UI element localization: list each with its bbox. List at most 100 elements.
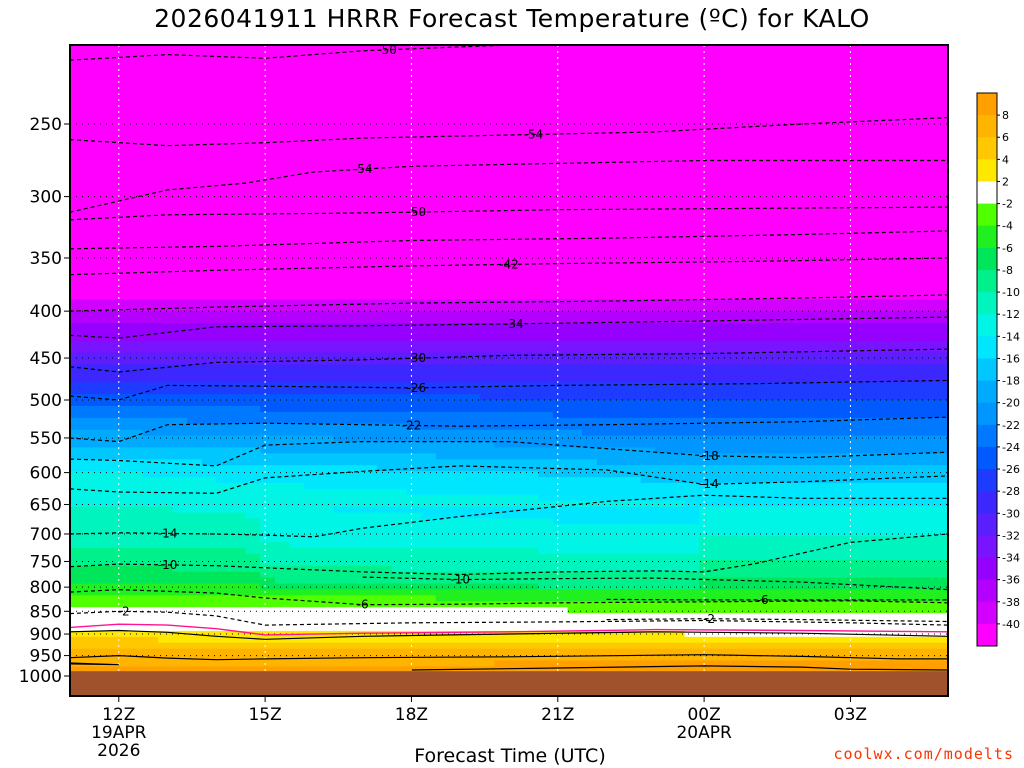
heat-cell	[391, 74, 408, 82]
heat-cell	[538, 62, 554, 70]
heat-cell	[889, 80, 905, 88]
heat-cell	[494, 121, 510, 129]
heat-cell	[201, 506, 217, 514]
heat-cell	[713, 411, 730, 419]
heat-cell	[801, 86, 817, 93]
heat-cell	[655, 346, 671, 354]
heat-cell	[640, 145, 656, 153]
heat-cell	[713, 62, 730, 70]
heat-cell	[538, 334, 554, 342]
heat-cell	[904, 518, 920, 525]
heat-cell	[260, 68, 276, 76]
heat-cell	[655, 287, 671, 295]
heat-cell	[787, 181, 803, 188]
heat-cell	[406, 240, 422, 247]
heat-cell	[845, 98, 861, 105]
heat-cell	[128, 222, 144, 230]
heat-cell	[494, 500, 510, 508]
heat-cell	[669, 222, 686, 230]
heat-cell	[230, 334, 247, 342]
heat-cell	[348, 98, 364, 105]
heat-cell	[201, 411, 217, 419]
heat-cell	[289, 488, 305, 496]
heat-cell	[157, 293, 174, 301]
heat-cell	[538, 86, 554, 93]
heat-cell	[772, 340, 788, 348]
heat-cell	[406, 258, 422, 265]
heat-cell	[567, 352, 583, 360]
heat-cell	[933, 116, 948, 123]
heat-cell	[201, 494, 217, 502]
heat-cell	[830, 234, 847, 241]
heat-cell	[304, 246, 320, 253]
heat-cell	[421, 334, 437, 342]
heat-cell	[348, 524, 364, 531]
heat-cell	[201, 252, 217, 259]
heat-cell	[728, 98, 744, 105]
heat-cell	[157, 62, 174, 70]
heat-cell	[787, 234, 803, 241]
heat-cell	[143, 364, 159, 372]
heat-cell	[830, 376, 847, 383]
heat-cell	[933, 281, 948, 289]
heat-cell	[406, 139, 422, 147]
heat-cell	[845, 80, 861, 88]
heat-cell	[611, 447, 627, 454]
heat-cell	[582, 447, 598, 454]
heat-cell	[187, 169, 203, 176]
heat-cell	[889, 459, 905, 466]
heat-cell	[743, 311, 759, 318]
heat-cell	[245, 68, 261, 76]
heat-cell	[816, 228, 832, 235]
heat-cell	[377, 116, 393, 123]
heat-cell	[128, 471, 144, 478]
heat-cell	[84, 163, 100, 170]
heat-cell	[801, 287, 817, 295]
heat-cell	[626, 323, 642, 330]
heat-cell	[318, 323, 334, 330]
heat-cell	[626, 258, 642, 265]
heat-cell	[728, 139, 744, 147]
heat-cell	[669, 406, 686, 413]
heat-cell	[874, 429, 891, 437]
heat-cell	[143, 110, 159, 117]
heat-cell	[450, 258, 466, 265]
heat-cell	[172, 62, 188, 70]
heat-cell	[274, 127, 291, 135]
heat-cell	[860, 447, 876, 454]
heat-cell	[787, 518, 803, 525]
heat-cell	[538, 175, 554, 182]
heat-cell	[494, 139, 510, 147]
heat-cell	[669, 68, 686, 76]
heat-cell	[611, 116, 627, 123]
heat-cell	[684, 453, 700, 460]
heat-cell	[772, 222, 788, 230]
heat-cell	[187, 222, 203, 230]
heat-cell	[874, 500, 891, 508]
heat-cell	[816, 74, 832, 82]
heat-cell	[157, 157, 174, 164]
heat-cell	[743, 530, 759, 537]
heat-cell	[479, 441, 495, 449]
heat-cell	[787, 258, 803, 265]
heat-cell	[377, 104, 393, 111]
heat-cell	[669, 50, 686, 58]
heat-cell	[157, 512, 174, 520]
heat-cell	[874, 210, 891, 218]
heat-cell	[830, 465, 847, 472]
heat-cell	[728, 151, 744, 159]
heat-cell	[216, 263, 232, 271]
heat-cell	[523, 293, 539, 301]
heat-cell	[772, 181, 788, 188]
heat-cell	[479, 364, 495, 372]
heat-cell	[567, 86, 583, 93]
heat-cell	[596, 269, 613, 277]
heat-cell	[289, 394, 305, 401]
heat-cell	[304, 423, 320, 431]
heat-cell	[348, 110, 364, 117]
heat-cell	[128, 263, 144, 271]
heat-cell	[567, 163, 583, 170]
heat-cell	[918, 400, 934, 407]
heat-cell	[348, 358, 364, 366]
heat-cell	[245, 151, 261, 159]
